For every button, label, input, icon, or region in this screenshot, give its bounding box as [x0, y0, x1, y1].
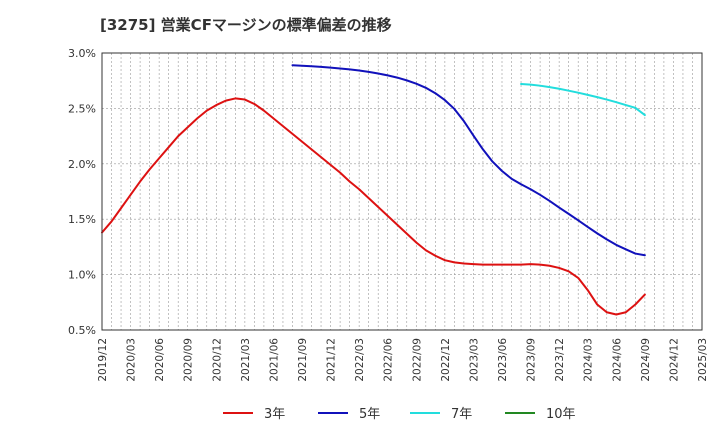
- x-tick-label: 2021/12: [326, 338, 338, 382]
- y-tick-label: 3.0%: [68, 47, 96, 60]
- x-tick-label: 2023/06: [497, 338, 509, 382]
- grid: [102, 53, 702, 330]
- y-tick-label: 2.0%: [68, 158, 96, 171]
- legend-label: 10年: [546, 407, 576, 422]
- legend: 3年 5年 7年 10年: [223, 407, 576, 422]
- legend-label: 3年: [264, 407, 285, 422]
- x-tick-label: 2024/03: [583, 338, 595, 382]
- legend-label: 5年: [359, 407, 380, 422]
- x-tick-label: 2022/09: [411, 338, 423, 382]
- series-lines: [101, 64, 646, 316]
- y-tick-label: 1.0%: [68, 269, 96, 282]
- x-tick-label: 2024/09: [640, 338, 652, 382]
- plot-frame: [101, 52, 703, 331]
- x-tick-label: 2020/12: [211, 338, 223, 382]
- x-tick-label: 2024/12: [668, 338, 680, 382]
- x-tick-label: 2021/03: [240, 338, 252, 382]
- legend-label: 7年: [451, 407, 472, 422]
- x-tick-label: 2020/06: [154, 338, 166, 382]
- y-tick-label: 1.5%: [68, 213, 96, 226]
- x-tick-label: 2023/12: [554, 338, 566, 382]
- series-line: [520, 83, 646, 117]
- y-tick-label: 2.5%: [68, 102, 96, 115]
- x-tick-label: 2019/12: [97, 338, 109, 382]
- x-tick-label: 2024/06: [611, 338, 623, 382]
- x-tick-label: 2020/03: [126, 338, 138, 382]
- x-axis: 2019/12 2020/03 2020/06 2020/09 2020/12 2021/…: [97, 338, 709, 382]
- x-tick-label: 2023/03: [468, 338, 480, 382]
- x-tick-label: 2021/09: [297, 338, 309, 382]
- y-axis: 0.5% 1.0% 1.5% 2.0% 2.5% 3.0%: [68, 47, 96, 337]
- y-tick-label: 0.5%: [68, 324, 96, 337]
- x-tick-label: 2023/09: [526, 338, 538, 382]
- x-tick-label: 2020/09: [183, 338, 195, 382]
- series-line: [101, 97, 646, 316]
- chart-title: [3275] 営業CFマージンの標準偏差の推移: [100, 16, 392, 34]
- x-tick-label: 2021/06: [268, 338, 280, 382]
- series-line: [291, 64, 646, 257]
- x-tick-label: 2022/06: [383, 338, 395, 382]
- x-tick-label: 2022/03: [354, 338, 366, 382]
- x-tick-label: 2022/12: [440, 338, 452, 382]
- x-tick-label: 2025/03: [697, 338, 709, 382]
